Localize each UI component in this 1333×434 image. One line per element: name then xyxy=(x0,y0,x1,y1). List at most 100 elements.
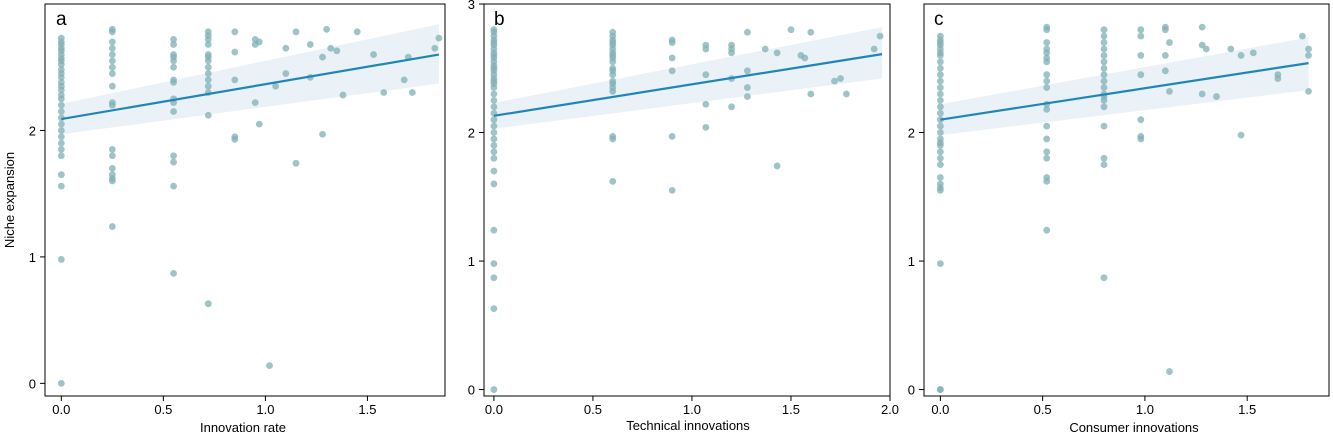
panel-a-point xyxy=(231,48,239,56)
panel-a-point xyxy=(57,108,65,115)
panel-c-point xyxy=(936,129,944,136)
panel-a-point xyxy=(108,63,116,71)
panel-c-point xyxy=(1043,39,1051,46)
panel-b-point xyxy=(490,148,498,156)
panel-a-point xyxy=(204,63,212,71)
panel-b-point xyxy=(668,132,676,140)
panel-a-point xyxy=(108,28,116,36)
panel-c-point xyxy=(936,96,944,104)
panel-c-point xyxy=(1043,148,1051,156)
panel-a-point xyxy=(435,34,443,42)
panel-c-point xyxy=(936,174,944,181)
panel-a-point xyxy=(204,300,212,308)
panel-b-point xyxy=(728,49,735,57)
panel-a-point xyxy=(408,89,416,96)
panel-c-point xyxy=(1137,26,1145,34)
panel-a-point xyxy=(204,41,212,48)
panel-c-point xyxy=(936,186,944,194)
panel-a-point xyxy=(108,57,116,65)
panel-a-point xyxy=(108,177,116,185)
panel-c-point xyxy=(1100,77,1108,85)
panel-a-point xyxy=(170,57,177,65)
panel-b-point xyxy=(490,141,498,149)
panel-b-xtick-label: 2.0 xyxy=(881,402,899,417)
panel-b-yticks: 0 1 2 3 xyxy=(468,0,484,398)
panel-c-point xyxy=(1305,52,1312,59)
panel-c-point xyxy=(1043,105,1051,113)
panel-b-point xyxy=(668,39,676,46)
panel-a-point xyxy=(327,44,335,52)
panel-b-point xyxy=(490,96,498,104)
panel-c-point xyxy=(1100,96,1108,104)
panel-b-point xyxy=(702,71,710,79)
panel-a: a Innovation rate Niche expansion 0.0 0.5… xyxy=(2,3,446,434)
panel-b-point xyxy=(609,58,617,66)
panel-b-point xyxy=(490,180,498,188)
panel-a-point xyxy=(255,120,263,128)
panel-a-fit-line xyxy=(61,53,440,121)
panel-b-ytick-label: 0 xyxy=(468,383,475,398)
panel-c-point xyxy=(936,64,944,72)
panel-a-point xyxy=(255,38,263,46)
panel-c-point xyxy=(936,71,944,79)
panel-c-point xyxy=(1161,67,1169,75)
panel-c-point xyxy=(1100,45,1108,53)
panel-a-point xyxy=(170,36,177,43)
panel-c-point xyxy=(936,161,944,169)
panel-a-point xyxy=(204,57,212,65)
panel-b-point xyxy=(490,103,498,111)
panel-a-point xyxy=(323,25,331,33)
panel-a-point xyxy=(57,61,65,69)
panel-a-point xyxy=(170,269,177,277)
panel-a-point xyxy=(272,82,280,90)
panel-b-point xyxy=(490,226,498,234)
panel-b-xlabel: Technical innovations xyxy=(626,418,750,433)
panel-c-point xyxy=(1274,71,1282,79)
panel-c-point xyxy=(1043,26,1051,34)
panel-b-point xyxy=(490,274,498,282)
panel-a-point xyxy=(57,146,65,153)
panel-c-point xyxy=(936,141,944,149)
panel-a-point xyxy=(108,82,116,90)
panel-b-point xyxy=(490,116,498,124)
panel-a-xtick-label: 0.0 xyxy=(52,402,70,417)
panel-b-point xyxy=(744,84,751,91)
panel-c-point xyxy=(1237,52,1245,59)
panel-c-point xyxy=(936,52,944,59)
panel-b-point xyxy=(702,100,710,108)
panel-b-xtick-label: 1.0 xyxy=(683,402,701,417)
panel-c-point xyxy=(936,90,944,98)
panel-a-yticks: 0 1 2 xyxy=(29,123,45,391)
panel-a-confidence-band xyxy=(61,24,439,135)
panel-c-point xyxy=(1137,116,1145,124)
panel-c-point xyxy=(936,58,944,66)
panel-b-point xyxy=(668,54,676,62)
panel-a-point xyxy=(57,73,65,81)
panel-a-point xyxy=(57,101,65,109)
panel-c-point xyxy=(936,154,944,162)
panel-c-point xyxy=(1043,177,1051,185)
panel-c-point xyxy=(1249,49,1257,57)
panel-c-label: c xyxy=(934,9,944,30)
panel-a-point xyxy=(251,99,259,107)
panel-c: c Consumer innovations 0.0 0.5 1.0 1.5 0 1 2 xyxy=(908,3,1330,434)
panel-c-xtick-label: 1.5 xyxy=(1238,402,1256,417)
panel-b-point xyxy=(609,135,617,143)
panel-c-point xyxy=(936,260,944,268)
panel-c-point xyxy=(936,148,944,156)
panel-b-point xyxy=(609,87,617,95)
panel-c-point xyxy=(1198,90,1206,98)
panel-c-ytick-label: 1 xyxy=(908,254,915,269)
panel-a-point xyxy=(282,70,290,77)
panel-c-point xyxy=(1299,32,1306,40)
panel-b-point xyxy=(490,305,498,313)
panel-c-point xyxy=(1100,122,1108,130)
panel-a-point xyxy=(57,182,65,190)
panel-c-point xyxy=(936,103,944,111)
panel-a-point xyxy=(57,120,65,128)
panel-a-point xyxy=(108,44,116,52)
panel-c-confidence-band xyxy=(940,37,1309,136)
panel-a-point xyxy=(108,101,116,109)
panel-c-point xyxy=(1043,71,1051,79)
panel-c-point xyxy=(1043,77,1051,85)
